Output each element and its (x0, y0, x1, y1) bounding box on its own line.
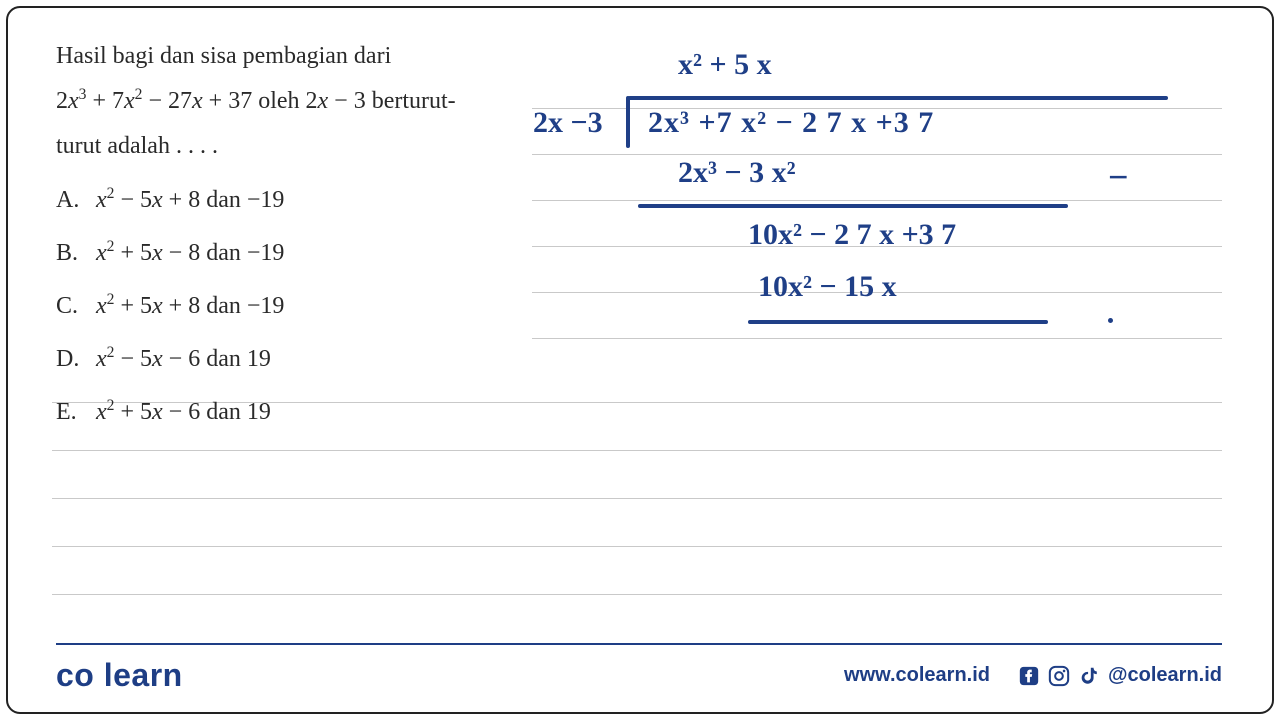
hw-quotient: x² + 5 x (678, 48, 772, 82)
option-e: E. x2 + 5x − 6 dan 19 (56, 392, 576, 433)
hw-minus-1: − (1108, 156, 1129, 198)
option-c: C. x2 + 5x + 8 dan −19 (56, 286, 576, 327)
facebook-icon (1018, 665, 1040, 687)
question-line-3: turut adalah . . . . (56, 126, 576, 167)
footer: co learn www.colearn.id @colearn.id (56, 643, 1222, 694)
footer-handle: @colearn.id (1108, 664, 1222, 687)
question-line-1: Hasil bagi dan sisa pembagian dari (56, 36, 576, 77)
hw-step1-bar (638, 204, 1068, 208)
question-line-2: 2x3 + 7x2 − 27x + 37 oleh 2x − 3 berturu… (56, 81, 576, 122)
tiktok-icon (1078, 665, 1100, 687)
social-icons: @colearn.id (1018, 664, 1222, 687)
question-block: Hasil bagi dan sisa pembagian dari 2x3 +… (56, 36, 576, 444)
content-frame: Hasil bagi dan sisa pembagian dari 2x3 +… (6, 6, 1274, 714)
option-b: B. x2 + 5x − 8 dan −19 (56, 233, 576, 274)
brand-logo: co learn (56, 657, 183, 694)
hw-step-3: 10x² − 15 x (758, 270, 897, 304)
hw-division-vert (626, 96, 630, 148)
option-a: A. x2 − 5x + 8 dan −19 (56, 180, 576, 221)
hw-dot (1108, 318, 1113, 323)
instagram-icon (1048, 665, 1070, 687)
hw-division-bar (628, 96, 1168, 100)
hw-dividend: 2x³ +7 x² − 2 7 x +3 7 (648, 106, 934, 140)
hw-step-1: 2x³ − 3 x² (678, 156, 796, 190)
footer-url: www.colearn.id (844, 664, 990, 687)
options-list: A. x2 − 5x + 8 dan −19 B. x2 + 5x − 8 da… (56, 180, 576, 432)
option-d: D. x2 − 5x − 6 dan 19 (56, 339, 576, 380)
footer-right: www.colearn.id @colearn.id (844, 664, 1222, 687)
hw-divisor: 2x −3 (533, 106, 603, 140)
hw-step-2: 10x² − 2 7 x +3 7 (748, 218, 956, 252)
hw-step3-bar (748, 320, 1048, 324)
